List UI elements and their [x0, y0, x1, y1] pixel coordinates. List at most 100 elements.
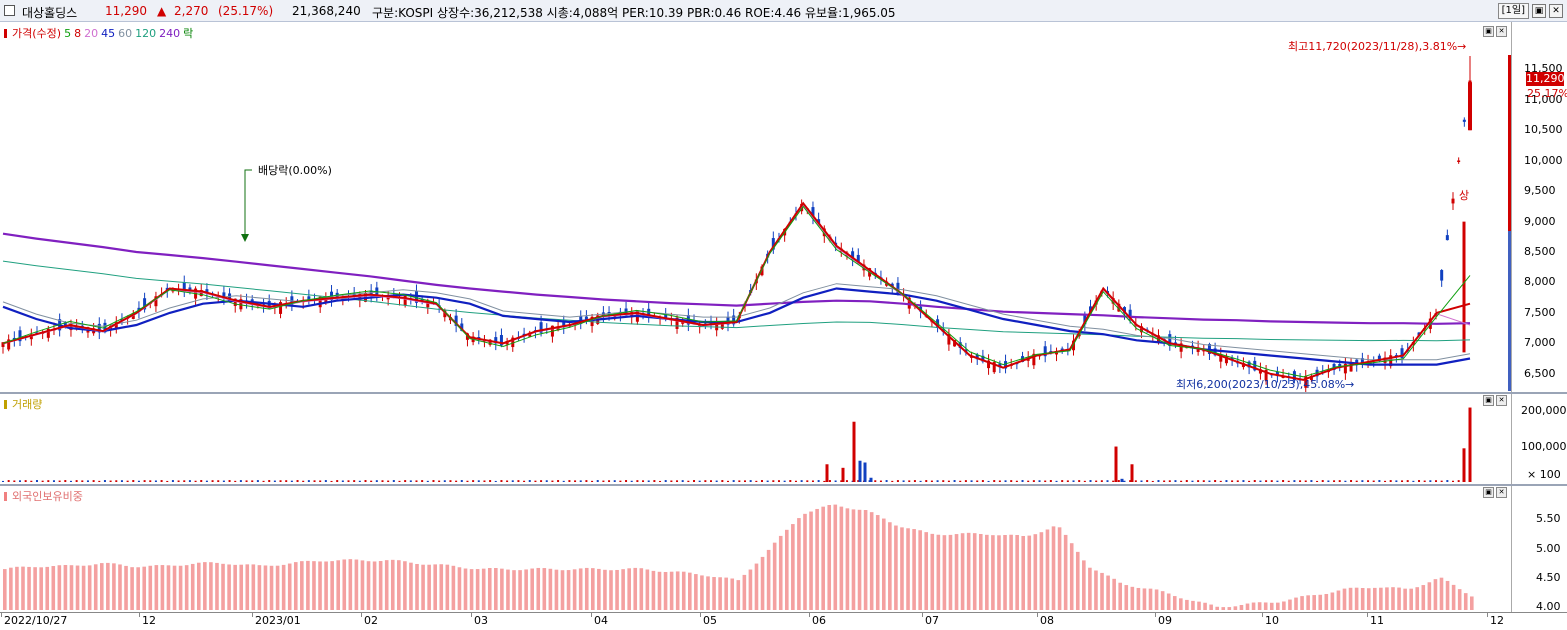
volume-bar — [993, 480, 996, 482]
candle-body — [369, 290, 373, 296]
foreign-ratio-bar — [1233, 606, 1238, 610]
foreign-ratio-bar — [336, 560, 341, 610]
legend-item[interactable]: 20 — [84, 26, 99, 40]
candle-body — [1264, 369, 1268, 381]
volume-bar — [290, 480, 293, 482]
volume-bar — [1197, 480, 1200, 482]
foreign-ratio-bar — [766, 549, 771, 610]
pane-maximize-icon[interactable]: ▣ — [1483, 487, 1494, 498]
foreign-ratio-bar — [439, 564, 444, 610]
period-button[interactable]: [1일] — [1497, 3, 1529, 19]
foreign-ratio-bar — [1130, 586, 1135, 610]
foreign-ratio-bar — [451, 565, 456, 610]
volume-bar — [1378, 480, 1381, 482]
foreign-ratio-bar — [69, 565, 74, 610]
pane-maximize-icon[interactable]: ▣ — [1483, 26, 1494, 37]
volume-bar — [1406, 480, 1409, 482]
foreign-ratio-bar — [827, 505, 832, 610]
volume-bar — [1055, 480, 1058, 482]
pane-close-icon[interactable]: ✕ — [1496, 487, 1507, 498]
pane-close-icon[interactable]: ✕ — [1496, 26, 1507, 37]
volume-bar — [902, 480, 905, 482]
volume-bar — [891, 480, 894, 482]
foreign-ratio-bar — [245, 564, 250, 610]
foreign-ratio-bar — [136, 567, 140, 610]
x-tick-mark — [700, 612, 701, 617]
foreign-ratio-bar — [1463, 593, 1468, 610]
volume-bar — [24, 480, 27, 482]
price-legend: 가격(수정) 5 8 20 45 60 120 240 락 — [4, 25, 193, 41]
volume-bar — [81, 480, 84, 482]
select-checkbox[interactable] — [4, 5, 15, 16]
foreign-ratio-bar — [1221, 607, 1226, 610]
foreign-ratio-bar — [1257, 602, 1262, 610]
foreign-ratio-bar — [269, 565, 274, 610]
volume-bar — [676, 480, 679, 482]
volume-bar — [381, 480, 384, 482]
volume-bar — [1106, 480, 1109, 482]
axis-up-bar — [1508, 55, 1511, 231]
foreign-ratio-bar — [791, 524, 795, 610]
candle-body — [358, 293, 362, 301]
volume-bar — [115, 480, 118, 482]
foreign-ratio-bar — [1336, 590, 1341, 610]
foreign-ratio-bar — [1209, 604, 1213, 610]
restore-icon[interactable]: ▣ — [1532, 4, 1546, 18]
candle-body — [715, 321, 719, 331]
foreign-ratio-bar — [742, 574, 747, 610]
volume-bar — [1367, 480, 1370, 482]
foreign-ratio-bar — [839, 506, 844, 610]
legend-item[interactable]: 120 — [135, 26, 157, 40]
volume-bar — [557, 480, 560, 482]
close-icon[interactable]: ✕ — [1549, 4, 1563, 18]
volume-bar — [432, 480, 435, 482]
legend-item[interactable]: 240 — [159, 26, 181, 40]
foreign-ratio-bar — [251, 564, 256, 610]
candle-body — [18, 330, 22, 342]
foreign-pane[interactable] — [0, 486, 1512, 612]
candle-body — [1377, 355, 1381, 362]
legend-item[interactable]: 5 — [64, 26, 72, 40]
foreign-ratio-bar — [1403, 588, 1407, 610]
volume-bar — [319, 480, 322, 482]
volume-bar — [217, 480, 220, 482]
foreign-ratio-bar — [81, 565, 86, 610]
volume-bar — [7, 480, 10, 482]
legend-item[interactable]: 가격(수정) — [12, 27, 62, 40]
foreign-ratio-bar — [427, 564, 431, 610]
volume-bar — [1293, 480, 1296, 482]
volume-bar — [1372, 480, 1375, 482]
volume-bar — [205, 480, 208, 482]
foreign-ratio-bar — [821, 506, 825, 610]
legend-item[interactable]: 45 — [101, 26, 116, 40]
stock-name: 대상홀딩스 — [22, 6, 78, 20]
foreign-ratio-bar — [1330, 592, 1335, 610]
volume-bar — [789, 480, 792, 482]
volume-bar — [608, 480, 611, 482]
pane-divider[interactable] — [0, 392, 1567, 394]
volume-pane[interactable] — [0, 394, 1512, 484]
legend-item[interactable]: 60 — [118, 26, 133, 40]
legend-item[interactable]: 8 — [74, 26, 82, 40]
volume-bar — [1338, 480, 1341, 482]
price-pane[interactable] — [0, 22, 1512, 392]
pane-close-icon[interactable]: ✕ — [1496, 395, 1507, 406]
pane-divider[interactable] — [0, 484, 1567, 486]
foreign-ratio-bar — [178, 565, 183, 610]
candle-body — [46, 328, 50, 338]
foreign-ratio-bar — [184, 565, 189, 610]
candle-body — [182, 282, 186, 293]
foreign-ratio-bar — [603, 569, 607, 610]
volume-bar — [1316, 480, 1319, 482]
foreign-ratio-bar — [724, 577, 728, 610]
volume-bar — [109, 480, 112, 482]
candle-body — [1309, 375, 1313, 380]
foreign-ratio-bar — [1391, 587, 1395, 610]
foreign-ratio-bar — [803, 513, 807, 610]
foreign-ratio-bar — [1269, 602, 1274, 610]
pane-maximize-icon[interactable]: ▣ — [1483, 395, 1494, 406]
foreign-ratio-bar — [384, 560, 389, 610]
volume-bar — [1214, 480, 1217, 482]
volume-bar — [659, 480, 662, 482]
legend-item[interactable]: 락 — [183, 27, 194, 40]
